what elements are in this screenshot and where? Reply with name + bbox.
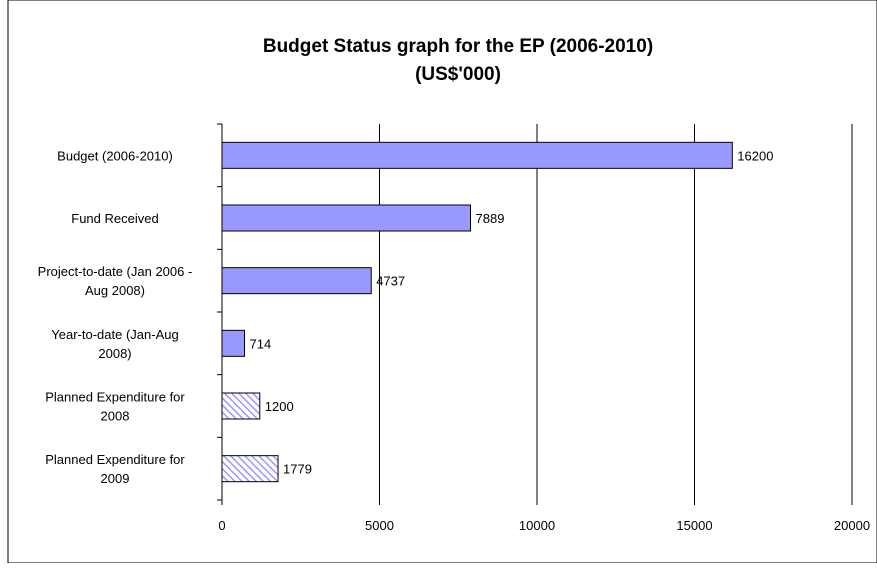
category-label-line: Year-to-date (Jan-Aug: [51, 327, 178, 342]
x-tick-label: 5000: [365, 518, 394, 533]
x-tick-label: 15000: [676, 518, 712, 533]
data-label: 16200: [737, 148, 773, 163]
bar: [221, 329, 245, 357]
category-label-line: 2008): [98, 346, 131, 361]
data-label: 714: [249, 336, 271, 351]
category-label: Planned Expenditure for 2008: [45, 390, 185, 424]
data-label: 1200: [265, 399, 294, 414]
category-label-line: Planned Expenditure for: [45, 452, 185, 467]
plot-area: 0 5000 10000 15000 20000 16200 Budget (2006-20…: [38, 123, 870, 533]
category-label-line: Project-to-date (Jan 2006 -: [38, 264, 193, 279]
chart-subtitle: (US$'000): [415, 64, 501, 85]
category-label: Year-to-date (Jan-Aug 2008): [51, 327, 178, 361]
data-label: 7889: [476, 211, 505, 226]
x-tick-label: 0: [218, 518, 225, 533]
category-label-line: Aug 2008): [85, 283, 145, 298]
category-label: Project-to-date (Jan 2006 - Aug 2008): [38, 264, 193, 298]
bar: [221, 392, 261, 420]
data-label: 4737: [376, 274, 405, 289]
category-label-line: Fund Received: [71, 211, 158, 226]
bar: [221, 204, 472, 232]
chart-area-border: [7, 0, 877, 564]
category-label-line: 2009: [101, 471, 130, 486]
category-label-line: Planned Expenditure for: [45, 390, 185, 405]
data-label: 1779: [283, 462, 312, 477]
category-label: Planned Expenditure for 2009: [45, 452, 185, 486]
bar: [221, 455, 279, 483]
x-tick-label: 10000: [519, 518, 555, 533]
category-label-line: 2008: [101, 409, 130, 424]
category-label-line: Budget (2006-2010): [57, 148, 173, 163]
chart-title: Budget Status graph for the EP (2006-201…: [263, 36, 653, 57]
category-label: Fund Received: [71, 211, 158, 226]
category-label: Budget (2006-2010): [57, 148, 173, 163]
bar: [221, 267, 372, 295]
bar: [221, 141, 733, 169]
x-tick-label: 20000: [834, 518, 870, 533]
